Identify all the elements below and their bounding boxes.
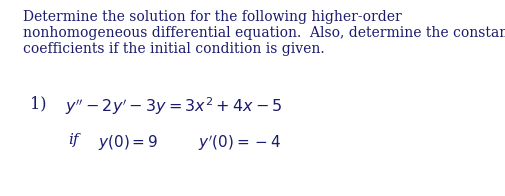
Text: $y'(0) = -4$: $y'(0) = -4$: [197, 133, 281, 153]
Text: Determine the solution for the following higher-order: Determine the solution for the following…: [23, 10, 401, 24]
Text: $y'' - 2y' - 3y = 3x^2 + 4x - 5$: $y'' - 2y' - 3y = 3x^2 + 4x - 5$: [65, 95, 282, 117]
Text: $y(0) = 9$: $y(0) = 9$: [98, 133, 158, 152]
Text: coefficients if the initial condition is given.: coefficients if the initial condition is…: [23, 42, 324, 56]
Text: if: if: [68, 133, 78, 147]
Text: nonhomogeneous differential equation.  Also, determine the constant: nonhomogeneous differential equation. Al…: [23, 26, 505, 40]
Text: 1): 1): [30, 95, 46, 112]
